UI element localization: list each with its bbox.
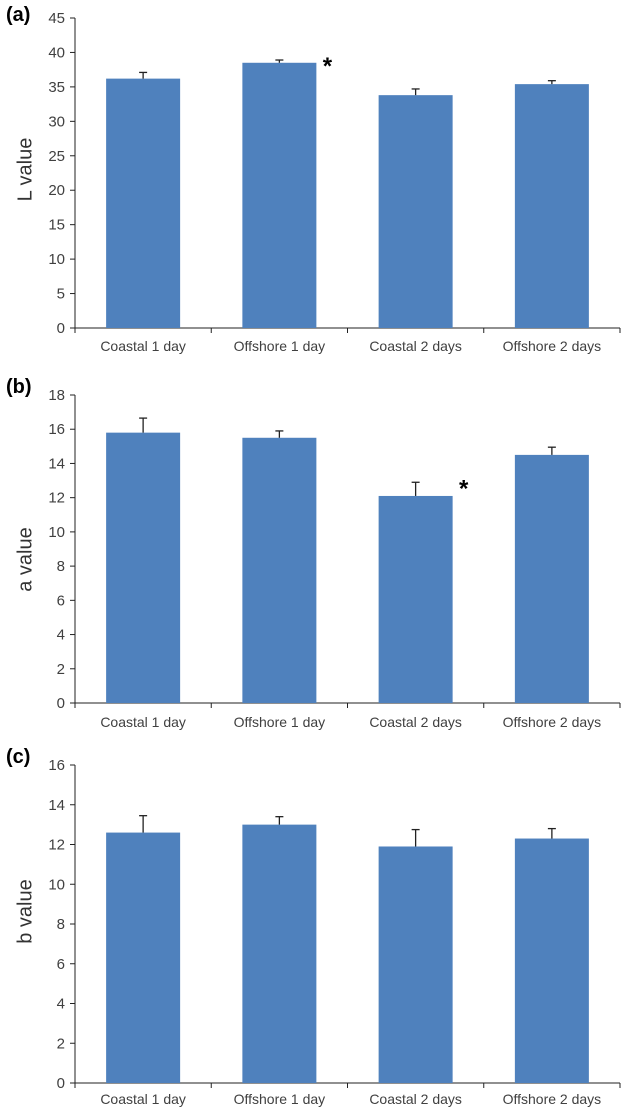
y-tick-label: 12 [48,490,65,507]
y-tick-label: 2 [57,661,65,678]
y-tick-label: 4 [57,627,65,644]
chart-panel-c: (c) b value 0 2 4 6 8 10 12 14 16 Coastal 1 day Of… [0,740,627,1107]
bar-chart-b: 0 2 4 6 8 10 12 14 16 18 Coastal 1 day Offshore 1 d… [48,387,621,730]
significance-star: * [323,53,333,80]
y-tick-label: 2 [57,1035,65,1052]
x-tick-label: Coastal 1 day [100,714,186,730]
panel-label-b: (b) [6,376,32,398]
x-tick-label: Coastal 2 days [369,338,462,354]
x-tick-label: Coastal 1 day [100,1091,186,1107]
y-tick-label: 18 [48,387,65,404]
y-tick-label: 20 [48,182,65,199]
y-tick-label: 15 [48,217,65,234]
y-tick-label: 5 [57,286,65,303]
y-tick-label: 6 [57,956,65,973]
y-tick-label: 45 [48,10,65,27]
chart-panel-a: (a) L value 0 5 10 15 20 25 30 35 40 45 Coastal 1 … [0,0,627,370]
y-tick-label: 12 [48,837,65,854]
y-tick-label: 6 [57,592,65,609]
y-tick-label: 25 [48,148,65,165]
x-tick-label: Coastal 2 days [369,1091,462,1107]
bar [106,832,181,1083]
y-tick-label: 10 [48,524,65,541]
x-tick-label: Offshore 1 day [234,338,326,354]
x-tick-label: Offshore 2 days [503,1091,602,1107]
chart-panel-b: (b) a value 0 2 4 6 8 10 12 14 16 18 Coastal 1 day… [0,370,627,740]
panel-label-c: (c) [6,746,31,768]
y-tick-label: 4 [57,996,65,1013]
bar [242,824,317,1083]
bar [242,62,317,329]
y-tick-label: 0 [57,695,65,712]
x-tick-label: Offshore 1 day [234,1091,326,1107]
y-tick-label: 8 [57,558,65,575]
x-tick-label: Coastal 2 days [369,714,462,730]
x-tick-label: Offshore 2 days [503,338,602,354]
panel-label-a: (a) [6,4,31,26]
bar [378,495,453,703]
y-tick-label: 10 [48,251,65,268]
bar [514,838,589,1083]
bar [106,432,181,703]
y-tick-label: 16 [48,757,65,774]
x-tick-label: Coastal 1 day [100,338,186,354]
y-tick-label: 16 [48,421,65,438]
bar [106,78,181,328]
bar [514,84,589,328]
y-tick-label: 10 [48,876,65,893]
y-tick-label: 0 [57,320,65,337]
bar [242,437,317,703]
y-tick-label: 40 [48,44,65,61]
bar-chart-a: 0 5 10 15 20 25 30 35 40 45 Coastal 1 day * Offshore… [48,10,621,354]
x-tick-label: Offshore 2 days [503,714,602,730]
y-tick-label: 14 [48,797,65,814]
y-tick-label: 0 [57,1075,65,1092]
x-tick-label: Offshore 1 day [234,714,326,730]
y-tick-label: 14 [48,455,65,472]
y-tick-label: 35 [48,79,65,96]
y-tick-label: 8 [57,916,65,933]
significance-star: * [459,475,469,502]
bar [378,846,453,1083]
y-tick-label: 30 [48,113,65,130]
bar [378,95,453,329]
bar-chart-c: 0 2 4 6 8 10 12 14 16 Coastal 1 day Offshore 1 day… [48,757,621,1107]
bar [514,454,589,703]
